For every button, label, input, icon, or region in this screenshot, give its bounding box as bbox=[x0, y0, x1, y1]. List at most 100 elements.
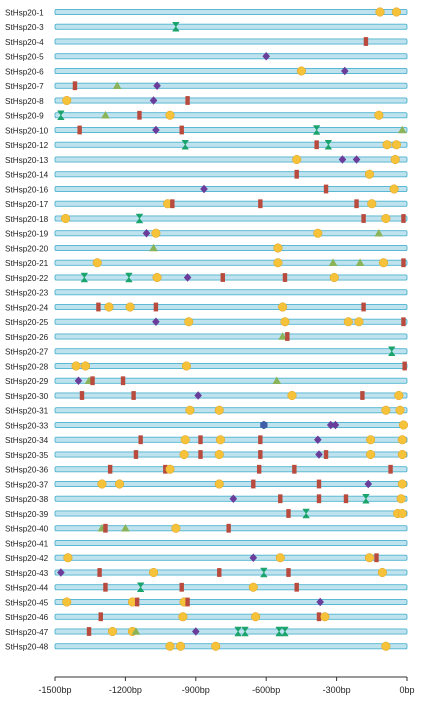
motif-circle bbox=[395, 405, 405, 415]
motif-circle bbox=[381, 641, 391, 651]
motif-circle bbox=[214, 405, 224, 415]
motif-diamond bbox=[229, 494, 238, 503]
motif-circle bbox=[179, 449, 189, 460]
gene-row: StHsp20-18 bbox=[5, 213, 408, 224]
gene-row: StHsp20-47 bbox=[5, 626, 408, 637]
motif-circle bbox=[178, 612, 188, 622]
gene-row: StHsp20-43 bbox=[5, 567, 408, 578]
motif-circle bbox=[394, 390, 404, 401]
axis-tick-label: 0bp bbox=[399, 685, 414, 695]
gene-row: StHsp20-10 bbox=[5, 125, 408, 135]
motif-circle bbox=[62, 597, 72, 607]
promoter-bar bbox=[54, 318, 408, 325]
motif-circle bbox=[381, 213, 391, 224]
promoter-bar bbox=[54, 141, 408, 148]
gene-label: StHsp20-24 bbox=[5, 303, 49, 312]
motif-rect bbox=[107, 464, 113, 474]
promoter-bar bbox=[54, 156, 408, 163]
gene-label: StHsp20-26 bbox=[5, 333, 49, 342]
motif-rect bbox=[316, 479, 322, 489]
gene-row: StHsp20-24 bbox=[5, 302, 408, 312]
motif-diamond bbox=[57, 568, 65, 577]
promoter-bar bbox=[54, 466, 408, 473]
promoter-bar bbox=[54, 112, 408, 119]
motif-circle bbox=[275, 553, 285, 563]
gene-label: StHsp20-45 bbox=[5, 598, 49, 607]
motif-hourglass bbox=[281, 626, 289, 637]
promoter-bar bbox=[54, 584, 408, 591]
motif-hourglass bbox=[135, 213, 143, 224]
gene-row: StHsp20-29 bbox=[5, 376, 408, 386]
gene-label: StHsp20-48 bbox=[5, 643, 49, 652]
gene-row: StHsp20-39 bbox=[5, 508, 408, 519]
motif-rect bbox=[98, 612, 103, 622]
x-axis: -1500bp -1200bp -900bp -600bp -300bp 0bp bbox=[38, 676, 415, 695]
motif-rect bbox=[316, 612, 322, 622]
motif-rect bbox=[401, 258, 406, 268]
motif-rect bbox=[258, 450, 263, 459]
promoter-bar bbox=[54, 185, 408, 193]
motif-hourglass bbox=[388, 346, 396, 356]
motif-circle bbox=[215, 435, 225, 445]
motif-rect bbox=[198, 450, 203, 459]
gene-row: StHsp20-44 bbox=[5, 582, 408, 593]
promoter-bar bbox=[54, 53, 408, 60]
promoter-bar bbox=[54, 480, 408, 488]
motif-circle bbox=[165, 641, 175, 651]
motif-diamond bbox=[364, 479, 373, 489]
promoter-bar bbox=[54, 569, 408, 576]
gene-label: StHsp20-34 bbox=[5, 436, 49, 445]
motif-circle bbox=[397, 508, 407, 519]
motif-circle bbox=[251, 612, 261, 622]
gene-row: StHsp20-12 bbox=[5, 140, 408, 150]
promoter-bar bbox=[54, 333, 408, 340]
motif-rect bbox=[79, 391, 85, 400]
motif-rect bbox=[226, 523, 231, 533]
motif-rect bbox=[388, 464, 393, 474]
motif-circle bbox=[278, 302, 288, 312]
motif-triangle bbox=[131, 627, 141, 635]
motif-circle bbox=[381, 405, 391, 415]
motif-rect bbox=[256, 464, 262, 474]
motif-rect bbox=[314, 140, 319, 150]
motif-circle bbox=[396, 494, 406, 504]
promoter-bar bbox=[54, 362, 408, 370]
gene-row: StHsp20-16 bbox=[5, 184, 408, 194]
motif-triangle bbox=[278, 332, 287, 340]
promoter-bar bbox=[54, 628, 408, 635]
gene-label: StHsp20-28 bbox=[5, 362, 49, 371]
gene-row: StHsp20-3 bbox=[5, 22, 408, 32]
gene-row: StHsp20-20 bbox=[5, 243, 408, 253]
motif-diamond bbox=[326, 420, 335, 430]
promoter-bar bbox=[54, 554, 408, 561]
motif-triangle bbox=[149, 243, 158, 252]
gene-label: StHsp20-30 bbox=[5, 392, 49, 401]
gene-label: StHsp20-4 bbox=[5, 38, 44, 47]
gene-label: StHsp20-19 bbox=[5, 230, 49, 239]
gene-row: StHsp20-45 bbox=[5, 597, 408, 607]
motif-circle bbox=[389, 184, 399, 194]
motif-diamond bbox=[331, 420, 340, 430]
motif-hourglass bbox=[260, 567, 268, 578]
gene-label: StHsp20-39 bbox=[5, 510, 49, 519]
gene-label: StHsp20-22 bbox=[5, 274, 49, 283]
motif-rect bbox=[292, 464, 297, 474]
motif-rect bbox=[120, 376, 126, 386]
motif-circle bbox=[114, 479, 125, 489]
motif-diamond bbox=[341, 66, 349, 76]
motif-circle bbox=[125, 302, 135, 312]
gene-row: StHsp20-48 bbox=[5, 641, 408, 652]
gene-row: StHsp20-31 bbox=[5, 405, 408, 416]
gene-row: StHsp20-37 bbox=[5, 479, 408, 489]
motif-circle bbox=[184, 317, 194, 327]
gene-rows: StHsp20-1 StHsp20-3 StHsp20-4 StHsp20-5 StHs… bbox=[5, 7, 409, 652]
motif-circle bbox=[214, 479, 224, 489]
motif-hourglass bbox=[125, 272, 133, 283]
axis-tick-label: -900bp bbox=[182, 685, 210, 695]
gene-label: StHsp20-43 bbox=[5, 569, 49, 578]
promoter-bar bbox=[54, 23, 408, 30]
gene-row: StHsp20-40 bbox=[5, 523, 408, 534]
motif-circle bbox=[366, 435, 376, 445]
gene-row: StHsp20-36 bbox=[5, 464, 408, 475]
motif-circle bbox=[149, 567, 159, 578]
